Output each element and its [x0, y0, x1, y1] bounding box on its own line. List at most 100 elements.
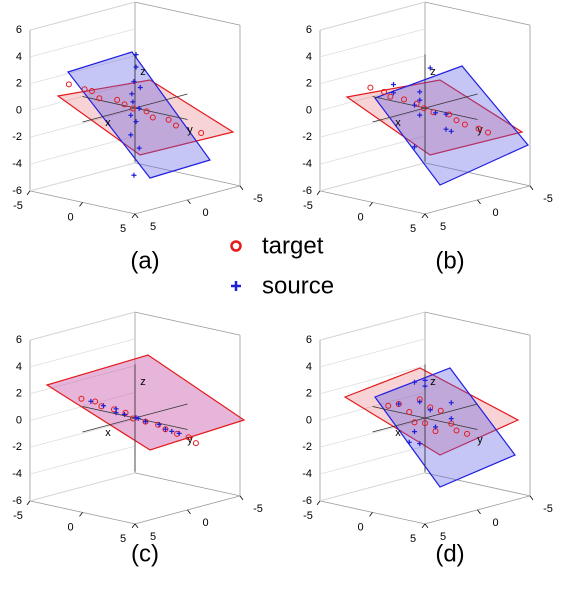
tick-mark — [26, 190, 31, 196]
y-tick-label: 5 — [440, 221, 446, 233]
grid-line — [319, 445, 426, 475]
z-tick-label: -6 — [302, 185, 312, 197]
y-tick-label: 0 — [202, 517, 208, 529]
z-tick-label: 2 — [306, 78, 312, 90]
source-point — [396, 401, 402, 407]
plane — [45, 354, 246, 451]
target-point — [453, 117, 460, 124]
target-point — [65, 81, 72, 88]
target-point — [149, 114, 156, 121]
grid-line — [29, 338, 136, 368]
z-tick-label: 6 — [306, 24, 312, 36]
tick-mark — [424, 523, 429, 529]
axis-label: x — [105, 117, 111, 129]
z-tick-label: 2 — [306, 388, 312, 400]
source-point — [427, 407, 433, 413]
box-edge — [424, 311, 531, 336]
tick-mark — [79, 512, 83, 517]
source-point — [417, 89, 423, 95]
x-tick-label: 0 — [357, 211, 363, 223]
grid-line — [29, 311, 136, 341]
grid-line — [29, 135, 136, 165]
tick-mark — [316, 190, 321, 196]
z-tick-label: 6 — [306, 334, 312, 346]
target-point — [165, 116, 172, 123]
x-tick-label: 0 — [67, 211, 73, 223]
y-tick-label: 0 — [492, 517, 498, 529]
tick-mark — [79, 202, 83, 207]
source-point — [88, 398, 94, 404]
source-point — [130, 99, 136, 105]
source-point — [443, 126, 449, 132]
source-point — [422, 383, 428, 389]
target-point — [143, 108, 150, 115]
z-tick-label: -4 — [12, 468, 22, 480]
target-point — [88, 88, 95, 95]
source-point — [443, 111, 449, 117]
source-point — [433, 110, 438, 116]
source-point — [417, 112, 423, 118]
axis-label: z — [140, 66, 146, 78]
source-point — [417, 97, 423, 103]
tick-mark — [131, 523, 136, 529]
y-tick-label: 0 — [492, 207, 498, 219]
y-tick-label: 5 — [440, 531, 446, 543]
source-point — [412, 429, 417, 435]
target-point — [367, 84, 374, 91]
panel-label: (a) — [130, 247, 159, 274]
source-point — [131, 172, 137, 178]
axis-label: z — [430, 66, 436, 78]
z-tick-label: -6 — [12, 185, 22, 197]
z-tick-label: -2 — [12, 441, 22, 453]
source-point — [176, 430, 182, 436]
grid-line — [319, 472, 426, 502]
target-point — [401, 96, 407, 103]
grid-line — [29, 108, 136, 138]
plane — [374, 65, 529, 186]
tick-mark — [424, 213, 429, 219]
x-tick-label: -5 — [13, 200, 23, 212]
axis-label: y — [187, 434, 193, 446]
y-tick-label: -5 — [543, 193, 553, 205]
y-tick-label: 5 — [150, 531, 156, 543]
z-tick-label: -4 — [302, 158, 312, 170]
z-tick-label: 4 — [16, 51, 22, 63]
source-point — [113, 410, 119, 416]
target-point — [81, 86, 88, 93]
target-point — [411, 419, 418, 426]
box-edge — [424, 1, 531, 26]
tick-mark — [26, 500, 31, 506]
source-point — [133, 119, 139, 125]
source-point — [156, 421, 162, 427]
x-tick-label: 5 — [120, 223, 126, 235]
grid-line — [29, 1, 136, 31]
axis-label: x — [395, 117, 401, 129]
target-point — [387, 93, 394, 100]
grid-line — [319, 28, 426, 58]
z-tick-label: 6 — [16, 24, 22, 36]
source-point — [129, 91, 135, 97]
z-tick-label: -4 — [302, 468, 312, 480]
target-point — [464, 430, 470, 437]
x-tick-label: 0 — [357, 521, 363, 533]
tick-mark — [369, 202, 373, 207]
z-tick-label: -4 — [12, 158, 22, 170]
target-point — [485, 129, 491, 136]
axis-label: y — [477, 434, 483, 446]
z-tick-label: 0 — [16, 414, 22, 426]
x-tick-label: 5 — [120, 533, 126, 545]
grid-line — [319, 418, 426, 448]
tick-mark — [477, 199, 481, 205]
grid-line — [319, 108, 426, 138]
target-point — [185, 434, 192, 441]
legend-label: source — [262, 272, 334, 299]
box-edge — [424, 162, 531, 187]
z-tick-label: -2 — [12, 131, 22, 143]
y-tick-label: 5 — [150, 221, 156, 233]
source-point — [417, 441, 423, 447]
legend-marker-target — [230, 240, 242, 252]
target-point — [406, 409, 413, 415]
tick-mark — [529, 495, 534, 501]
source-point — [136, 105, 142, 111]
target-point — [129, 105, 136, 112]
